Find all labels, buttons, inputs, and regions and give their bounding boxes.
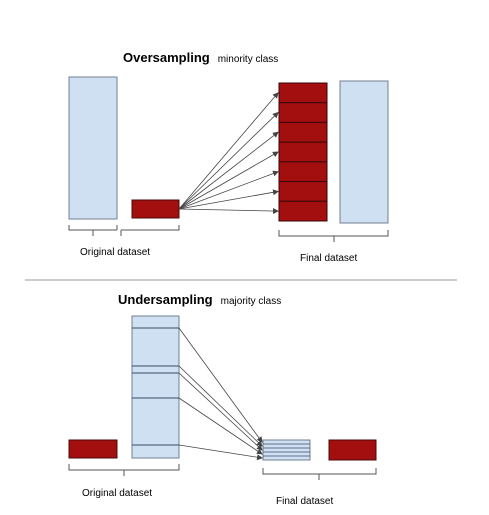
replicated-minority-stack	[278, 82, 328, 222]
undersampling-original-label: Original dataset	[82, 488, 152, 499]
replication-arrow	[178, 111, 279, 210]
replication-arrow	[178, 92, 279, 210]
oversampling-title-rest: minority class	[218, 54, 279, 65]
replication-arrow	[178, 170, 279, 210]
oversampling-title-bold: Oversampling	[123, 50, 210, 65]
oversampling-original-label: Original dataset	[80, 247, 150, 258]
replicated-minority-block	[278, 161, 328, 183]
replicated-minority-block	[278, 200, 328, 222]
undersampling-arrow	[178, 372, 263, 451]
undersampling-title-rest: majority class	[221, 296, 282, 307]
final-dataset-brace	[278, 230, 389, 242]
undersampling-arrow	[178, 365, 263, 447]
undersampling-arrow	[178, 444, 263, 461]
undersampling-arrow	[178, 327, 263, 443]
replication-arrow	[178, 131, 279, 210]
replication-arrow	[178, 208, 279, 215]
replicated-minority-block	[278, 82, 328, 104]
original-majority-block-under	[131, 315, 180, 459]
replicated-minority-block	[278, 102, 328, 123]
original-minority-block	[131, 199, 180, 219]
undersampling-final-label: Final dataset	[276, 496, 333, 507]
oversampling-section: Oversampling minority class Original dat…	[68, 49, 389, 264]
final-minority-block-under	[328, 439, 377, 461]
final-majority-stripes	[263, 443, 310, 457]
undersampling-section: Undersampling majority class Original da…	[68, 291, 377, 507]
majority-sample-slices	[132, 327, 179, 446]
original-minority-block-under	[68, 439, 118, 459]
undersampling-arrows	[178, 327, 263, 461]
undersampling-title-bold: Undersampling	[118, 292, 213, 307]
original-dataset-brace	[68, 225, 180, 236]
final-majority-sample	[262, 439, 311, 461]
replication-arrows	[178, 92, 279, 215]
final-dataset-brace-under	[262, 468, 377, 480]
oversampling-final-label: Final dataset	[300, 253, 357, 264]
oversampling-title: Oversampling minority class	[123, 49, 278, 66]
replicated-minority-block	[278, 181, 328, 202]
undersampling-title: Undersampling majority class	[118, 291, 281, 308]
undersampling-arrow	[178, 397, 263, 455]
replication-arrow	[178, 189, 279, 210]
replicated-minority-block	[278, 141, 328, 163]
original-majority-block	[68, 76, 118, 220]
final-majority-block	[339, 80, 389, 224]
replication-arrow	[178, 151, 279, 210]
replicated-minority-block	[278, 121, 328, 143]
original-dataset-brace-under	[68, 464, 180, 476]
